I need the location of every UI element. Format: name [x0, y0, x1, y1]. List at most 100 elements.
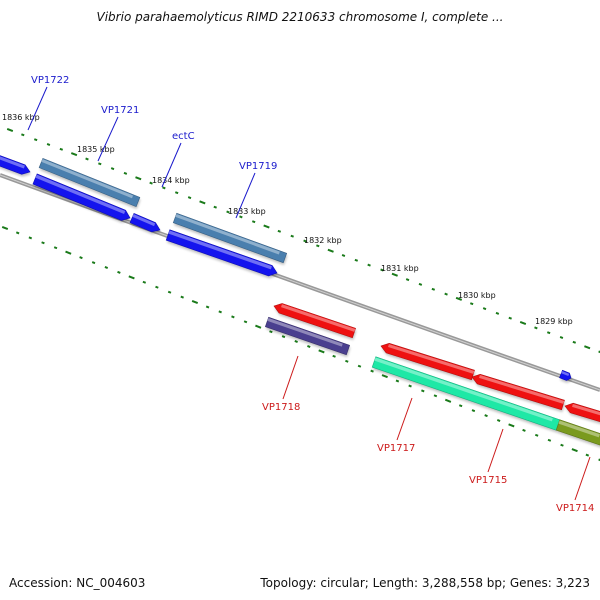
scale-tick [226, 210, 230, 214]
scale-tick [431, 287, 436, 291]
scale-tick [367, 263, 371, 267]
scale-label: 1829 kbp [535, 317, 573, 326]
scale-tick [281, 335, 286, 339]
scale-tick [70, 152, 78, 157]
scale-tick [341, 254, 346, 257]
scale-tick [104, 266, 109, 269]
reverse-gene-label[interactable]: VP1718 [262, 402, 300, 413]
scale-tick [370, 369, 374, 373]
scale-tick [15, 231, 20, 235]
scale-tick [6, 128, 14, 132]
scale-tick [33, 138, 38, 142]
scale-tick [534, 433, 539, 437]
forward-gene-leader-line [97, 116, 119, 162]
scale-tick [327, 248, 334, 253]
scale-tick [572, 340, 577, 344]
gene-arrow-ectc-highlight [132, 214, 156, 227]
gene-arrow-vp1718-highlight [267, 318, 343, 347]
gene-arrow-vp1717-highlight [374, 357, 553, 422]
gene-arrow-vp1714-red-highlight [572, 403, 600, 417]
gene-arrow-vp1718-red[interactable] [272, 301, 357, 341]
scale-tick [231, 315, 235, 319]
scale-tick [123, 171, 128, 175]
gene-arrow-vp1722-highlight [0, 155, 25, 169]
scale-tick [418, 282, 423, 286]
gene-arrow-vp1719-highlight [168, 230, 272, 270]
gene-arrow-vp1715-body [471, 373, 565, 411]
gene-arrow-vp1714[interactable] [555, 419, 600, 449]
gene-arrow-vp1718-red-highlight [281, 304, 356, 332]
scale-tick [199, 200, 206, 205]
scale-label: 1835 kbp [77, 145, 115, 154]
gene-arrow-vp1721-highlight [35, 174, 126, 215]
scale-tick [354, 258, 359, 262]
scale-tick [1, 225, 9, 231]
gene-arrow-vp1722[interactable] [0, 153, 33, 179]
scale-tick [547, 438, 552, 442]
scale-tick [162, 186, 166, 190]
scale-tick [59, 147, 64, 151]
scale-tick [357, 364, 362, 368]
scale-tick [496, 419, 501, 422]
reverse-gene-label[interactable]: VP1714 [556, 503, 594, 514]
scale-tick [128, 275, 135, 280]
gene-arrow-vp1714-highlight [558, 420, 600, 438]
accession-text: Accession: NC_004603 [9, 576, 146, 590]
scale-tick [546, 331, 551, 335]
scale-tick [85, 157, 89, 161]
scale-tick [444, 292, 448, 296]
scale-tick [263, 224, 270, 229]
forward-gene-leader-line [27, 86, 48, 131]
gene-arrow-vp1715[interactable] [470, 372, 566, 413]
reverse-gene-label[interactable]: VP1715 [469, 475, 507, 486]
gene-arrow-vp1721[interactable] [32, 173, 133, 226]
forward-gene-label[interactable]: ectC [172, 131, 195, 142]
gene-arrow-small[interactable] [559, 369, 574, 384]
scale-tick [381, 374, 388, 379]
scale-tick [135, 176, 142, 181]
scale-tick [408, 384, 412, 388]
gene-arrow-vp1718[interactable] [264, 316, 351, 358]
gene-arrow-vp1714-red[interactable] [563, 401, 600, 426]
scale-tick [303, 239, 307, 243]
scale-tick [167, 290, 172, 294]
scale-tick [91, 261, 96, 265]
reverse-gene-leader-line [396, 397, 413, 441]
gene-arrow-vp1715-highlight [479, 375, 565, 404]
scale-label: 1830 kbp [458, 291, 496, 300]
reverse-gene-label[interactable]: VP1717 [377, 443, 415, 454]
forward-gene-leader-line [235, 172, 256, 219]
scale-tick [405, 278, 410, 282]
forward-gene-label[interactable]: VP1722 [31, 75, 69, 86]
scale-tick [584, 345, 591, 350]
scale-tick [534, 326, 538, 330]
scale-tick [180, 295, 184, 299]
scale-tick [455, 296, 463, 301]
scale-tick [318, 349, 325, 354]
gene-arrow-vp1721-steel[interactable] [38, 157, 141, 210]
scale-tick [142, 280, 147, 284]
scale-tick [560, 443, 564, 447]
scale-tick [433, 394, 438, 398]
scale-tick [307, 345, 311, 348]
gene-arrow-vp1719[interactable] [165, 229, 281, 281]
gene-arrow-ectc[interactable] [129, 213, 163, 237]
scale-tick [290, 234, 294, 238]
scale-tick [598, 350, 600, 354]
gene-arrow-small-highlight [561, 371, 570, 377]
scale-tick [53, 246, 58, 250]
scale-tick [41, 241, 45, 245]
gene-arrow-vp1719-steel[interactable] [172, 212, 289, 266]
scale-tick [205, 305, 210, 309]
forward-gene-label[interactable]: VP1719 [239, 161, 277, 172]
scale-tick [117, 270, 121, 274]
scale-tick [79, 256, 83, 260]
gene-arrow-vp1717-red[interactable] [379, 341, 476, 383]
scale-tick [239, 215, 243, 219]
gene-arrow-vp1717[interactable] [371, 356, 562, 433]
forward-gene-label[interactable]: VP1721 [101, 105, 139, 116]
scale-tick [213, 205, 217, 209]
scale-label: 1836 kbp [2, 113, 40, 122]
scale-tick [469, 302, 474, 306]
